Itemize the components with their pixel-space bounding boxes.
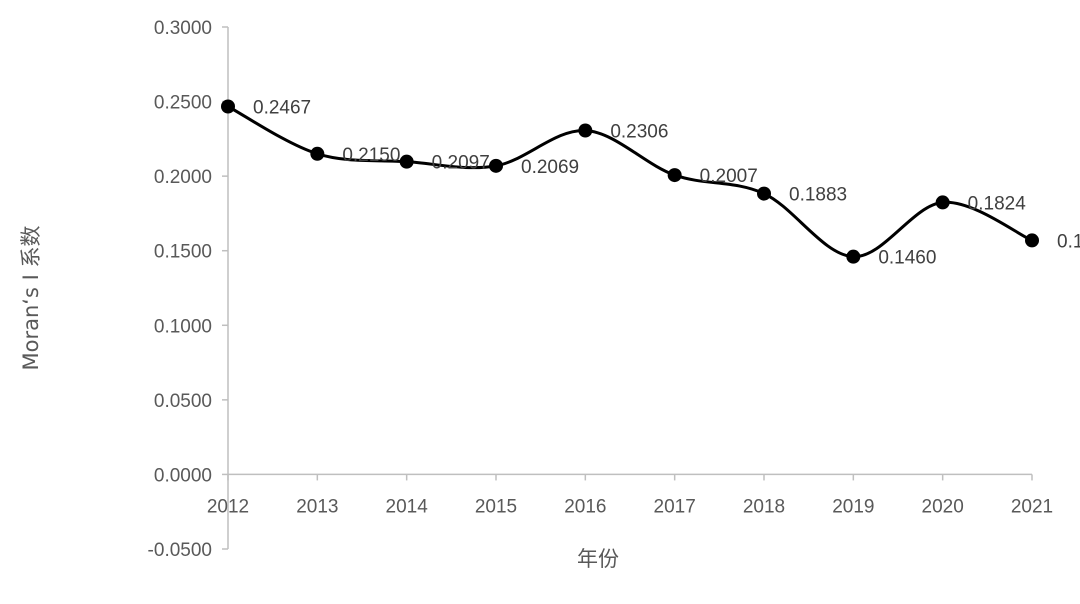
y-tick-label: 0.2500 [154, 93, 212, 114]
data-label: 0.1883 [789, 185, 847, 206]
x-ticks: 2012 2013 2014 2015 2016 2017 2018 2019 2020 2021 [207, 474, 1053, 517]
series-line [227, 105, 1033, 259]
data-point [1025, 233, 1039, 248]
data-label: 0.1569 [1057, 231, 1080, 252]
y-tick-label: 0.1500 [154, 242, 212, 263]
data-point [221, 99, 235, 114]
x-tick-label: 2019 [832, 496, 874, 517]
data-point [310, 146, 325, 161]
data-point [667, 168, 682, 183]
data-label: 0.2306 [610, 122, 668, 143]
y-tick-label: 0.0500 [154, 391, 212, 412]
x-tick-label: 2016 [564, 496, 606, 517]
data-label: 0.2097 [432, 153, 490, 174]
y-axis: -0.0500 0.0000 0.0500 0.1000 0.1500 0.2000 0.2… [148, 18, 229, 561]
x-tick-label: 2017 [654, 496, 696, 517]
data-point [757, 186, 771, 201]
y-ticks: -0.0500 0.0000 0.0500 0.1000 0.1500 0.2000 0.2… [148, 18, 228, 561]
x-tick-label: 2014 [386, 496, 429, 517]
data-label: 0.2069 [521, 157, 579, 178]
data-point [578, 123, 593, 138]
y-tick-label: 0.0000 [154, 465, 212, 486]
x-tick-label: 2015 [475, 496, 517, 517]
x-axis: 2012 2013 2014 2015 2016 2017 2018 2019 2020 2021 [207, 473, 1053, 517]
data-label: 0.1824 [968, 193, 1027, 214]
data-label: 0.2150 [342, 145, 400, 166]
data-point [846, 249, 861, 264]
x-tick-label: 2012 [207, 496, 249, 517]
data-point [935, 195, 950, 210]
x-tick-label: 2013 [296, 496, 338, 517]
x-tick-label: 2021 [1011, 496, 1053, 517]
y-tick-label: -0.0500 [148, 540, 212, 561]
series-points [221, 99, 1039, 264]
data-point [399, 154, 414, 169]
x-tick-label: 2018 [743, 496, 785, 517]
x-tick-label: 2020 [922, 496, 964, 517]
y-tick-label: 0.3000 [154, 18, 212, 39]
y-tick-label: 0.2000 [154, 167, 212, 188]
y-axis-title: Moran‘s I 系数 [19, 226, 43, 371]
series-labels: 0.2467 0.2150 0.2097 0.2069 0.2306 0.2007 0.18… [253, 97, 1080, 268]
data-label: 0.2007 [700, 166, 758, 187]
data-label: 0.2467 [253, 97, 311, 118]
x-axis-title: 年份 [577, 547, 619, 571]
data-label: 0.1460 [878, 248, 936, 269]
data-point [489, 158, 503, 173]
y-tick-label: 0.1000 [154, 316, 212, 337]
plot-series: 0.2467 0.2150 0.2097 0.2069 0.2306 0.2007 0.18… [221, 97, 1080, 269]
